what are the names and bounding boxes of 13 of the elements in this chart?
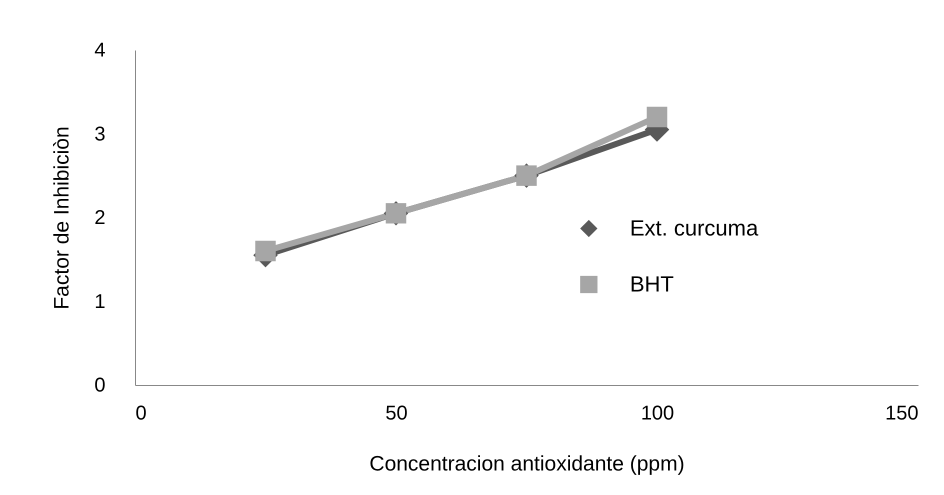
y-tick-label: 4	[94, 40, 106, 62]
y-tick-label: 3	[94, 123, 106, 146]
x-tick-label: 100	[640, 402, 674, 424]
legend-label: Ext. curcuma	[630, 216, 759, 240]
x-tick-label: 50	[385, 402, 408, 424]
y-tick-label: 0	[94, 374, 106, 396]
y-tick-label: 2	[94, 207, 106, 229]
x-tick-label: 150	[885, 402, 918, 424]
x-tick-label: 0	[136, 402, 147, 424]
x-axis-title: Concentracion antioxidante (ppm)	[369, 452, 685, 476]
y-tick-label: 1	[94, 290, 106, 313]
y-axis-title: Factor de Inhibiciòn	[50, 126, 74, 310]
legend-label: BHT	[630, 272, 674, 296]
